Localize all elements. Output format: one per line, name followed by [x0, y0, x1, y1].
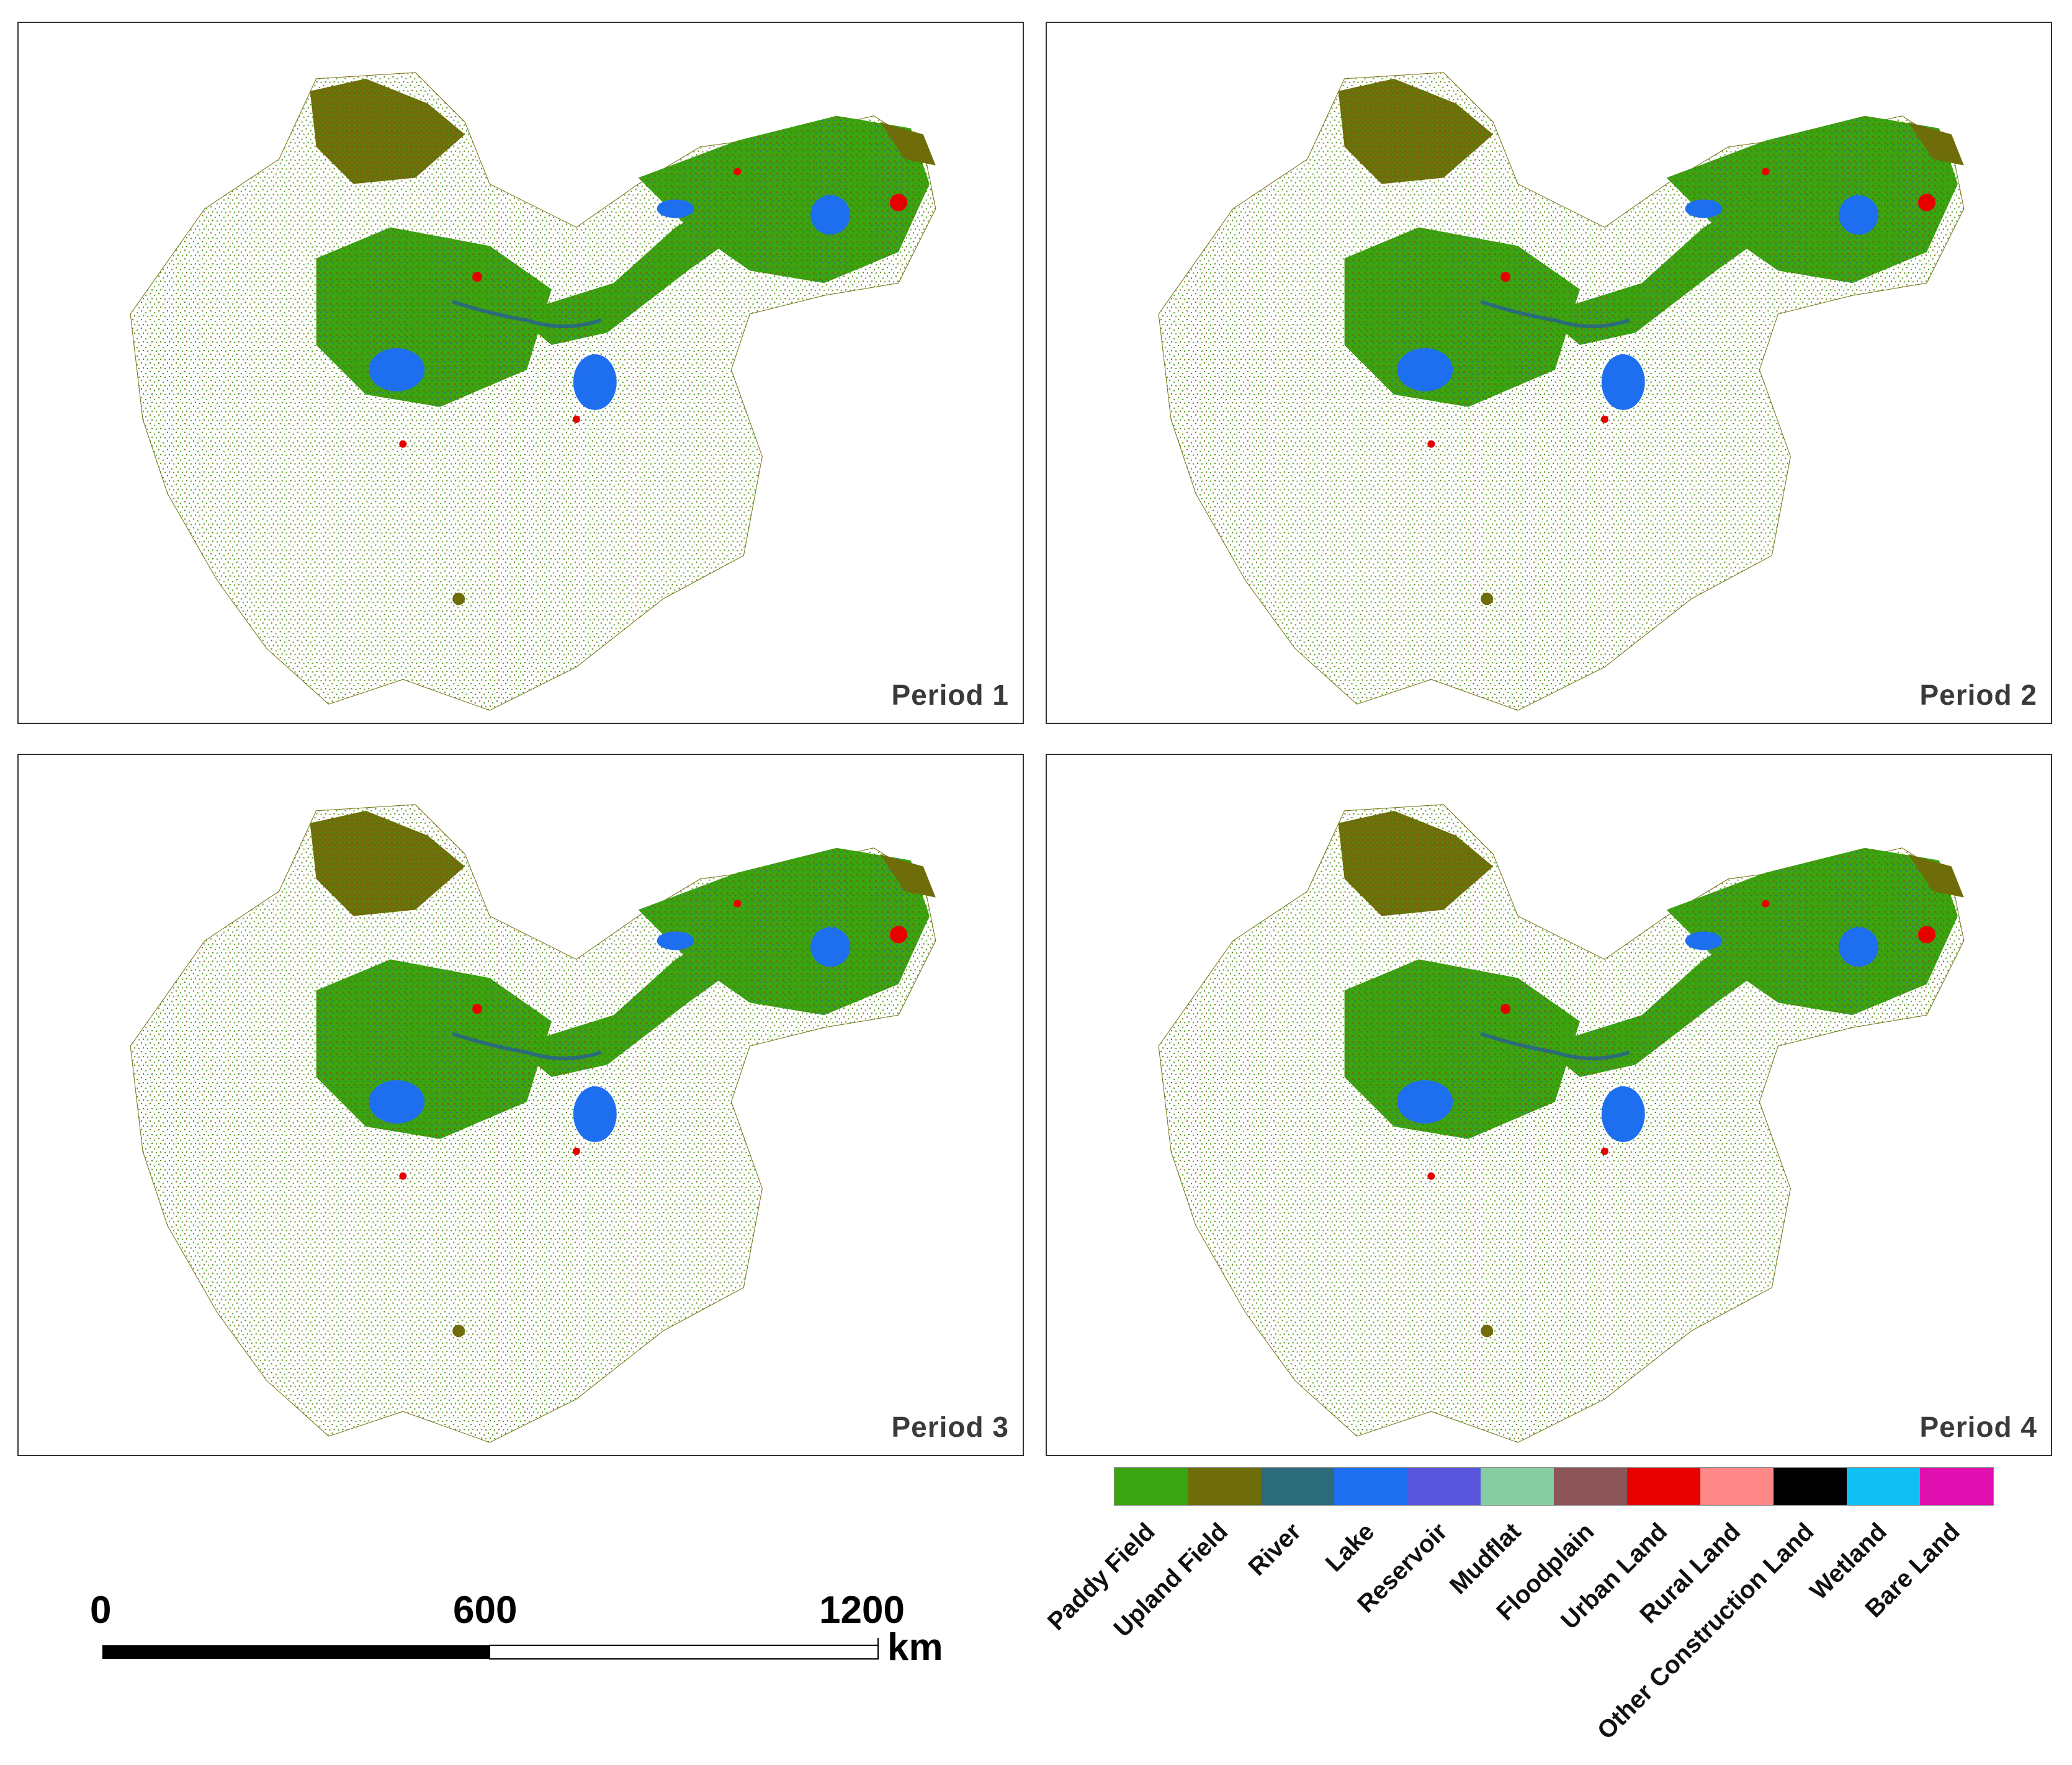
period-label: Period 3: [891, 1411, 1009, 1443]
scale-tick-0: 0: [90, 1589, 112, 1632]
legend-swatch: [1481, 1468, 1554, 1505]
legend-swatch: [1627, 1468, 1700, 1505]
land-use-map: [1047, 23, 2051, 723]
map-panel-period-3: Period 3: [17, 754, 1024, 1456]
land-use-map: [1047, 755, 2051, 1455]
legend-label: Lake: [1320, 1517, 1380, 1578]
period-label: Period 2: [1919, 679, 2037, 711]
map-panel-period-4: Period 4: [1046, 754, 2052, 1456]
scale-tick-600: 600: [453, 1589, 518, 1632]
land-use-map: [19, 23, 1023, 723]
period-label: Period 4: [1919, 1411, 2037, 1443]
scale-bar-graphic: [102, 1638, 879, 1660]
legend-swatch: [1114, 1468, 1188, 1505]
legend-swatch: [1261, 1468, 1334, 1505]
scale-tick-1200: 1200: [819, 1589, 905, 1632]
map-panel-period-1: Period 1: [17, 22, 1024, 724]
legend-label: River: [1243, 1517, 1307, 1581]
legend-swatch: [1774, 1468, 1847, 1505]
map-panel-period-2: Period 2: [1046, 22, 2052, 724]
legend-color-bar: [1114, 1467, 1994, 1506]
legend-swatch: [1920, 1468, 1993, 1505]
scale-unit: km: [887, 1626, 943, 1669]
legend-swatch: [1700, 1468, 1774, 1505]
period-label: Period 1: [891, 679, 1009, 711]
legend-swatch: [1407, 1468, 1481, 1505]
legend-swatch: [1334, 1468, 1407, 1505]
legend-swatch: [1188, 1468, 1261, 1505]
legend-swatch: [1847, 1468, 1920, 1505]
land-use-map: [19, 755, 1023, 1455]
legend-swatch: [1554, 1468, 1627, 1505]
